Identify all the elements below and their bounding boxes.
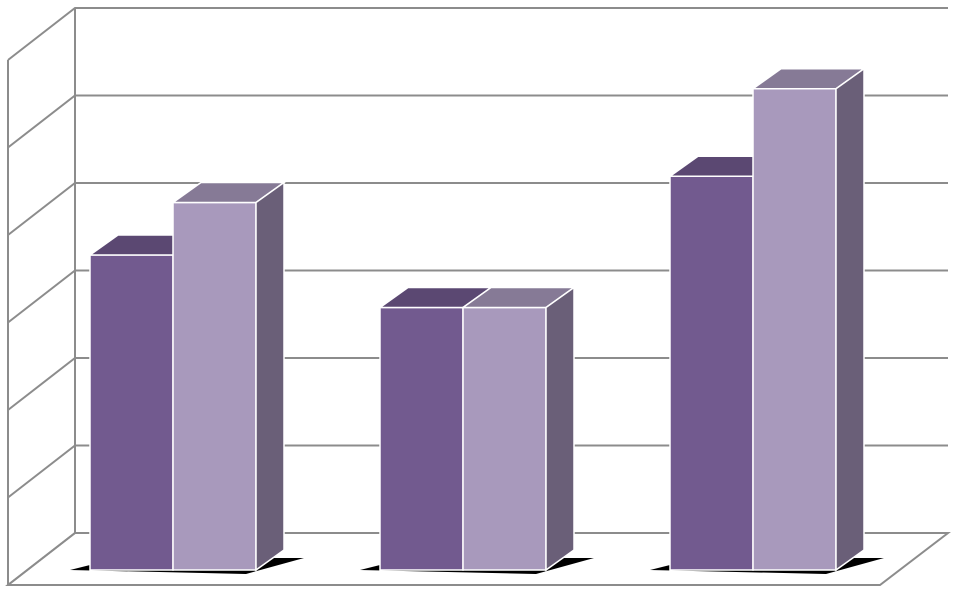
bar-front xyxy=(172,201,257,571)
grid-line xyxy=(7,94,948,149)
grid-line xyxy=(7,182,948,236)
bar xyxy=(750,67,867,572)
grid-line xyxy=(7,357,948,411)
grid-line xyxy=(7,532,948,586)
bar-side xyxy=(835,67,865,572)
bar-front xyxy=(669,175,754,571)
grid-segment xyxy=(7,532,948,586)
grid-line xyxy=(7,269,948,324)
grid-segment xyxy=(7,269,948,324)
bar-front xyxy=(379,306,464,571)
bar-front xyxy=(462,306,547,571)
grid-segment xyxy=(7,182,948,236)
bar xyxy=(377,286,494,571)
bar xyxy=(460,286,577,572)
grid-line xyxy=(7,444,948,499)
grid-line xyxy=(7,7,948,61)
grid-segment xyxy=(7,94,948,149)
bar-side xyxy=(545,286,575,572)
grid-segment xyxy=(7,357,948,411)
grid-segment xyxy=(7,444,948,499)
bar xyxy=(170,181,287,572)
grid-segment xyxy=(7,7,948,61)
bar-side xyxy=(255,181,285,572)
bar-front xyxy=(752,88,837,571)
bar-front xyxy=(89,254,174,571)
